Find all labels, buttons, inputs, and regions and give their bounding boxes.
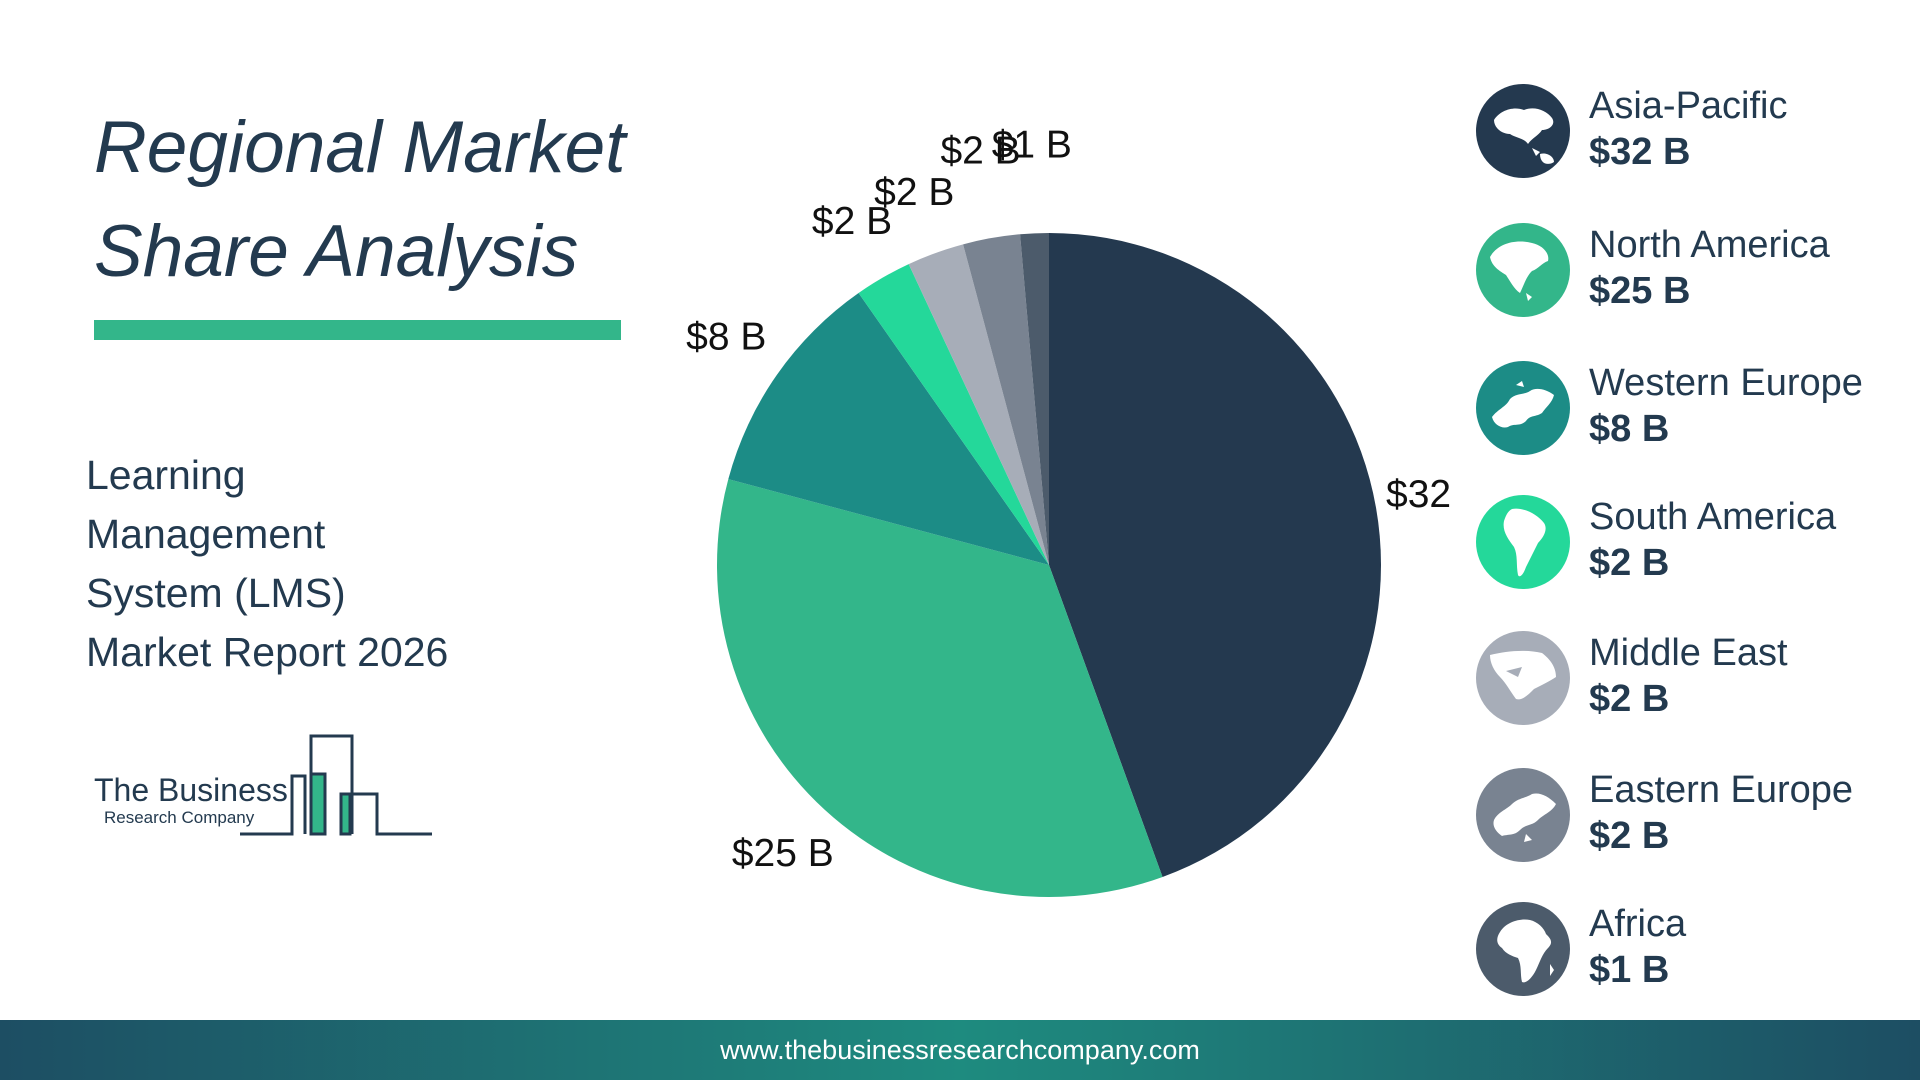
pie-slice-africa xyxy=(1020,233,1049,565)
pie-data-labels: $32 B$25 B$8 B$2 B$2 B$2 B$1 B xyxy=(686,124,1460,875)
company-logo: The Business Research Company xyxy=(92,732,432,836)
logo-tagline: Research Company xyxy=(104,808,255,827)
legend-label: North America xyxy=(1589,224,1830,266)
pie-slice-south-america xyxy=(858,264,1049,565)
north-america-map-icon xyxy=(1476,223,1570,317)
legend-item-africa: Africa $1 B xyxy=(1472,902,1912,1002)
legend-item-asia-pacific: Asia-Pacific $32 B xyxy=(1472,84,1912,184)
page-title: Regional Market Share Analysis xyxy=(94,96,654,304)
pie-data-label: $8 B xyxy=(686,315,766,358)
legend-label: South America xyxy=(1589,496,1837,538)
subtitle-line-4: Market Report 2026 xyxy=(86,629,449,675)
logo-buildings-icon xyxy=(240,734,432,836)
legend-item-western-europe: Western Europe $8 B xyxy=(1472,361,1912,461)
legend-label: Eastern Europe xyxy=(1589,769,1854,811)
middle-east-map-icon xyxy=(1476,631,1570,725)
pie-chart: $32 B$25 B$8 B$2 B$2 B$2 B$1 B xyxy=(686,124,1460,897)
footer-bar: www.thebusinessresearchcompany.com xyxy=(0,1020,1920,1080)
legend-value: $2 B xyxy=(1589,542,1670,584)
legend-value: $2 B xyxy=(1589,678,1670,720)
south-america-map-icon xyxy=(1476,495,1570,589)
legend-label: Asia-Pacific xyxy=(1589,85,1788,127)
pie-data-label: $32 B xyxy=(1386,473,1460,516)
pie-slice-western-europe xyxy=(728,293,1049,565)
pie-slice-north-america xyxy=(717,479,1163,897)
footer-url-link[interactable]: www.thebusinessresearchcompany.com xyxy=(720,1035,1200,1065)
legend-value: $25 B xyxy=(1589,270,1691,312)
legend-label: Middle East xyxy=(1589,632,1788,674)
legend-value: $2 B xyxy=(1589,815,1670,857)
subtitle-line-2: Management xyxy=(86,511,326,557)
pie-data-label: $2 B xyxy=(812,200,892,243)
logo-name: The Business xyxy=(94,772,288,808)
pie-data-label: $2 B xyxy=(874,171,954,214)
subtitle-line-3: System (LMS) xyxy=(86,570,346,616)
pie-data-label: $2 B xyxy=(940,129,1020,172)
legend-value: $8 B xyxy=(1589,408,1670,450)
eastern-europe-map-icon xyxy=(1476,768,1570,862)
pie-data-label: $25 B xyxy=(732,832,834,875)
pie-data-label: $1 B xyxy=(992,124,1072,167)
legend-value: $1 B xyxy=(1589,949,1670,991)
africa-map-icon xyxy=(1476,902,1570,996)
legend-label: Africa xyxy=(1589,903,1687,945)
legend-label: Western Europe xyxy=(1589,362,1863,404)
title-accent-bar xyxy=(94,320,621,340)
legend-value: $32 B xyxy=(1589,131,1691,173)
pie-slice-eastern-europe xyxy=(963,234,1049,565)
pie-slice-asia-pacific xyxy=(1049,233,1381,877)
title-line-2: Share Analysis xyxy=(94,211,579,292)
legend-item-south-america: South America $2 B xyxy=(1472,495,1912,595)
western-europe-map-icon xyxy=(1476,361,1570,455)
asia-pacific-map-icon xyxy=(1476,84,1570,178)
pie-slice-middle-east xyxy=(908,244,1049,565)
subtitle-line-1: Learning xyxy=(86,452,246,498)
pie-slices xyxy=(717,233,1381,897)
legend-item-middle-east: Middle East $2 B xyxy=(1472,631,1912,731)
legend-item-eastern-europe: Eastern Europe $2 B xyxy=(1472,768,1912,868)
title-line-1: Regional Market xyxy=(94,107,626,188)
legend-item-north-america: North America $25 B xyxy=(1472,223,1912,323)
report-subtitle: Learning Management System (LMS) Market … xyxy=(86,446,506,682)
